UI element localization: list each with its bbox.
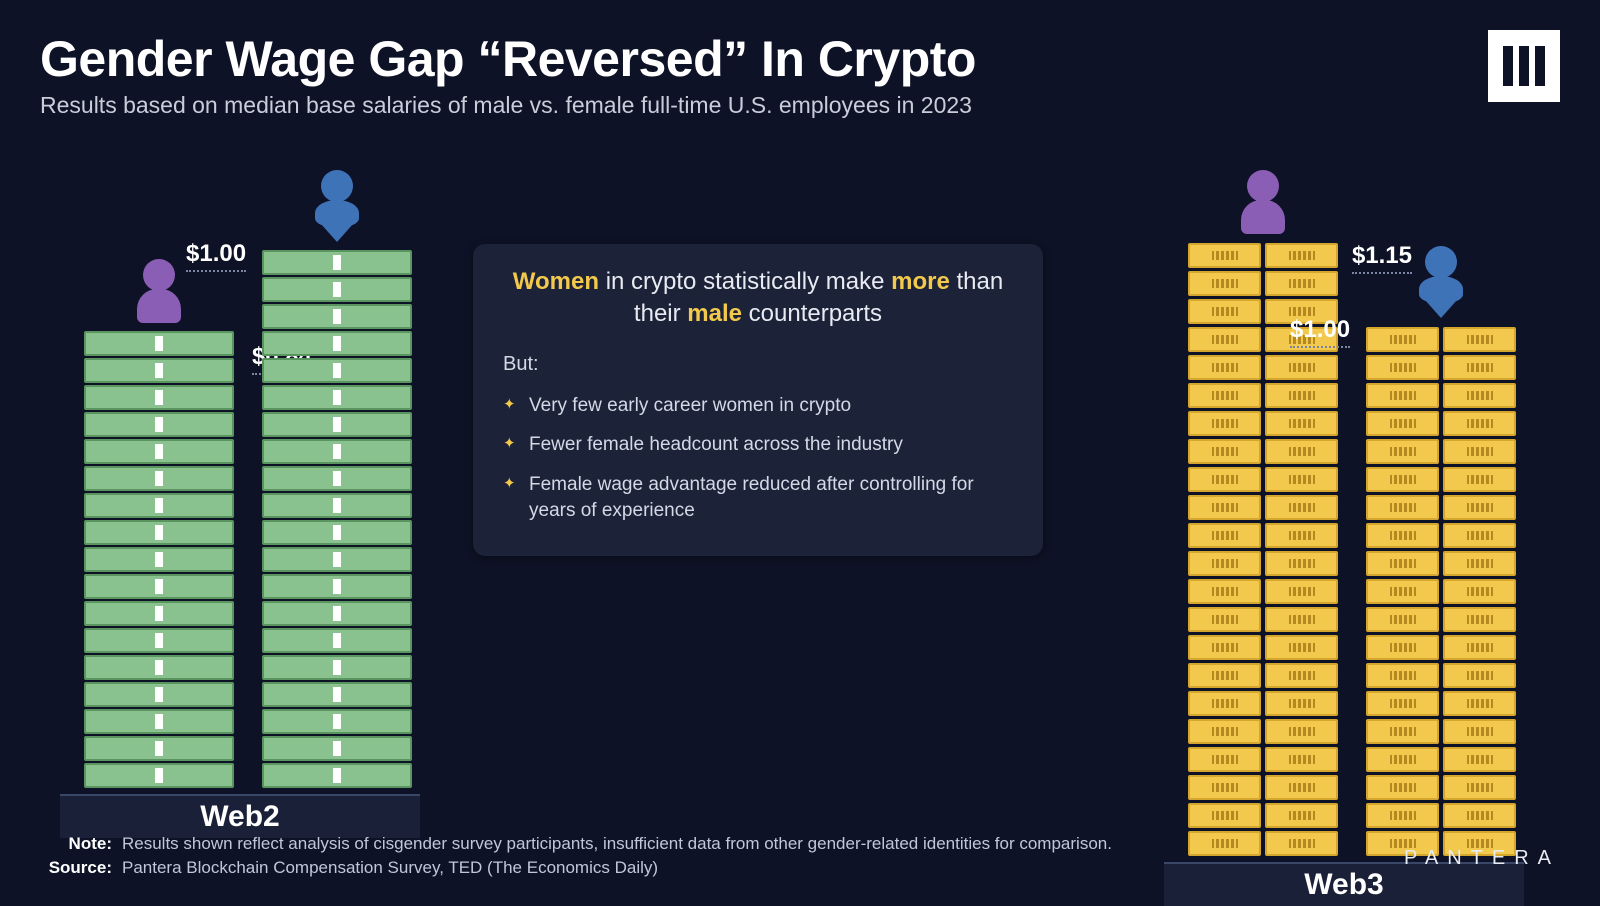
callout-card: Women in crypto statistically make more … <box>473 244 1043 556</box>
source-label: Source: <box>40 858 112 878</box>
web2-male-value: $1.00 <box>186 240 246 272</box>
page-subtitle: Results based on median base salaries of… <box>40 92 976 119</box>
male-icon <box>315 170 359 242</box>
callout-headline: Women in crypto statistically make more … <box>503 266 1013 331</box>
page-title: Gender Wage Gap “Reversed” In Crypto <box>40 30 976 88</box>
chart-web3: $1.15 $1.00 Web3 <box>1174 170 1530 856</box>
web2-female-stack: $0.84 <box>84 259 234 788</box>
web3-male-value: $1.00 <box>1290 316 1350 348</box>
web3-female-stack: $1.15 <box>1188 170 1338 856</box>
male-icon <box>1419 246 1463 318</box>
footer: Note: Results shown reflect analysis of … <box>40 830 1560 878</box>
web3-male-stack: $1.00 <box>1366 246 1516 856</box>
web2-male-stack: $1.00 <box>262 170 412 788</box>
brand-wordmark: PANTERA <box>1404 847 1560 870</box>
brand-logo-icon <box>1488 30 1560 102</box>
chart-web2: $0.84 $1.00 Web2 <box>70 170 426 788</box>
source-text: Pantera Blockchain Compensation Survey, … <box>122 858 658 878</box>
callout-bullet: Fewer female headcount across the indust… <box>503 425 1013 465</box>
callout-bullet: Very few early career women in crypto <box>503 386 1013 426</box>
female-icon <box>1241 170 1285 234</box>
callout-but-label: But: <box>503 353 1013 376</box>
callout-list: Very few early career women in cryptoFew… <box>503 386 1013 531</box>
note-label: Note: <box>40 834 112 854</box>
female-icon <box>137 259 181 323</box>
note-text: Results shown reflect analysis of cisgen… <box>122 834 1112 854</box>
callout-bullet: Female wage advantage reduced after cont… <box>503 465 1013 530</box>
